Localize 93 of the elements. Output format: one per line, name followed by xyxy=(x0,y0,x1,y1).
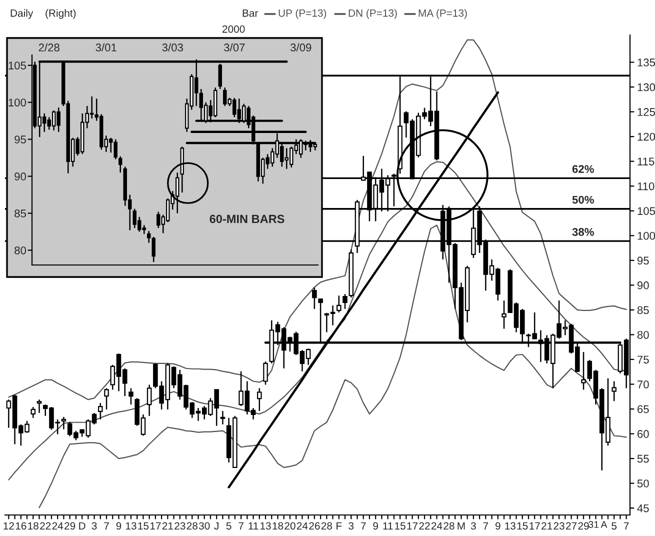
legend-label: UP (P=13) xyxy=(278,9,326,19)
x-tick-label: 9 xyxy=(373,522,378,530)
text: Daily xyxy=(10,9,34,19)
x-tick-label: 17 xyxy=(150,522,161,530)
x-tick-label: 11 xyxy=(248,522,258,530)
x-tick-label: 28 xyxy=(321,522,332,530)
x-tick-label: J xyxy=(214,522,218,530)
y-tick-label: 110 xyxy=(638,182,654,190)
text: Bar xyxy=(242,10,258,17)
y-tick-label: 45 xyxy=(637,504,649,512)
legend-label: MA (P=13) xyxy=(418,9,467,19)
x-tick-label: 15 xyxy=(395,522,406,530)
y-tick-label: 65 xyxy=(638,405,649,414)
x-tick-label: 7 xyxy=(483,522,488,530)
x-tick-label: 5 xyxy=(226,522,232,530)
annotation: 38% xyxy=(572,228,594,236)
x-tick-label: 21 xyxy=(162,522,173,530)
y-tick-label: 70 xyxy=(638,380,649,388)
x-tick-label: 24 xyxy=(431,522,442,530)
x-tick-label: 24 xyxy=(52,522,64,530)
x-tick-label: 9 xyxy=(496,522,500,530)
x-tick-label: 29 xyxy=(578,522,589,530)
x-tick-label: 3 xyxy=(470,522,476,530)
x-tick-label: 28 xyxy=(444,522,454,530)
text: 2000 xyxy=(222,25,245,33)
x-tick-label: 3/03 xyxy=(162,43,183,52)
x-tick-label: 13 xyxy=(260,522,271,530)
y-tick-label: 50 xyxy=(637,480,649,488)
y-tick-label: 105 xyxy=(8,62,26,70)
x-tick-label: 18 xyxy=(272,522,284,530)
y-tick-label: 130 xyxy=(638,83,655,92)
x-tick-label: 9 xyxy=(116,522,122,530)
x-tick-label: M xyxy=(458,522,465,530)
y-tick-label: 120 xyxy=(638,132,655,141)
x-tick-label: 7 xyxy=(238,522,244,530)
x-tick-label: 15 xyxy=(517,522,528,530)
x-tick-label: 28 xyxy=(186,522,198,530)
legend-label: DN (P=13) xyxy=(348,9,397,19)
y-tick-label: 80 xyxy=(14,246,26,254)
x-tick-label: 27 xyxy=(566,522,577,530)
x-tick-label: 31 xyxy=(588,521,599,528)
x-tick-label: 21 xyxy=(542,522,552,530)
x-tick-label: 7 xyxy=(361,522,366,530)
y-tick-label: 95 xyxy=(14,136,26,144)
x-tick-label: 24 xyxy=(296,522,308,530)
x-tick-label: 17 xyxy=(530,522,540,530)
y-tick-label: 115 xyxy=(638,158,654,166)
x-tick-label: 15 xyxy=(138,522,149,530)
x-tick-label: A xyxy=(600,521,608,528)
y-tick-label: 135 xyxy=(638,58,655,66)
x-tick-label: 22 xyxy=(40,522,51,530)
x-tick-label: 20 xyxy=(284,522,296,530)
x-tick-label: 7 xyxy=(104,522,109,530)
x-tick-label: 5 xyxy=(612,522,617,530)
x-tick-label: 26 xyxy=(309,522,320,530)
x-tick-label: 17 xyxy=(407,522,418,530)
annotation: 62% xyxy=(572,165,594,173)
x-tick-label: 13 xyxy=(505,522,516,530)
x-tick-label: 23 xyxy=(554,522,564,530)
x-tick-label: D xyxy=(79,522,86,530)
y-tick-label: 75 xyxy=(638,356,649,364)
x-tick-label: 12 xyxy=(4,522,14,530)
y-tick-label: 95 xyxy=(637,256,649,265)
y-tick-label: 55 xyxy=(637,454,649,463)
x-tick-label: 7 xyxy=(624,522,629,530)
x-tick-label: 18 xyxy=(28,522,38,530)
x-tick-label: 22 xyxy=(419,522,430,530)
y-tick-label: 60 xyxy=(638,430,649,438)
x-tick-label: 3/07 xyxy=(224,43,245,52)
x-tick-label: 13 xyxy=(126,522,136,530)
y-tick-label: 100 xyxy=(8,98,26,106)
x-tick-label: 3 xyxy=(348,522,354,530)
x-tick-label: 3/09 xyxy=(290,43,312,52)
x-tick-label: F xyxy=(336,522,342,530)
x-tick-label: 2/28 xyxy=(38,43,60,52)
x-tick-label: 3 xyxy=(92,522,97,530)
x-tick-label: 29 xyxy=(64,522,76,530)
x-tick-label: 23 xyxy=(174,522,186,530)
y-tick-label: 125 xyxy=(638,108,655,116)
y-tick-label: 105 xyxy=(638,207,655,215)
y-tick-label: 80 xyxy=(637,330,649,339)
y-tick-label: 85 xyxy=(637,306,649,314)
y-tick-label: 90 xyxy=(637,281,649,290)
text: (Right) xyxy=(46,9,76,19)
annotation: 50% xyxy=(572,196,594,204)
x-tick-label: 16 xyxy=(16,522,26,530)
y-tick-label: 85 xyxy=(14,210,26,218)
x-tick-label: 30 xyxy=(198,522,210,530)
x-tick-label: 11 xyxy=(383,522,393,530)
y-tick-label: 100 xyxy=(638,232,655,240)
x-tick-label: 3/01 xyxy=(96,43,116,52)
y-tick-label: 90 xyxy=(14,172,26,180)
annotation: 60-MIN BARS xyxy=(210,214,284,224)
